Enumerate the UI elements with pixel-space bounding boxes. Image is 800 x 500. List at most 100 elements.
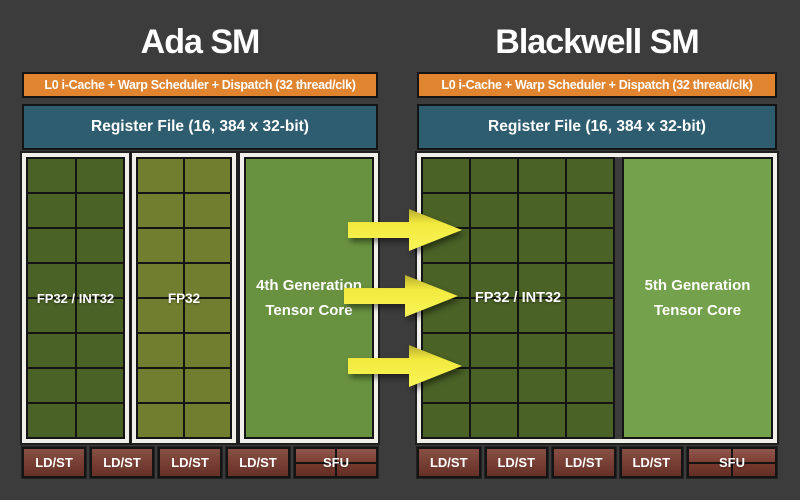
sfu-unit-blackwell: SFU bbox=[687, 447, 777, 478]
core-cell bbox=[28, 334, 75, 367]
core-cell bbox=[471, 159, 517, 192]
core-cell bbox=[567, 229, 613, 262]
core-cell bbox=[519, 264, 565, 297]
core-cell bbox=[28, 229, 75, 262]
core-cell bbox=[567, 264, 613, 297]
register-file-label-ada: Register File (16, 384 x 32-bit) bbox=[91, 118, 309, 135]
core-cell bbox=[185, 404, 230, 437]
core-cell bbox=[519, 299, 565, 332]
core-cell bbox=[519, 334, 565, 367]
fp32-core-grid-ada bbox=[138, 159, 230, 437]
panel-title-blackwell: Blackwell SM bbox=[495, 23, 699, 61]
core-cell bbox=[28, 369, 75, 402]
l0-cache-warp-scheduler-bar-blackwell: L0 i-Cache + Warp Scheduler + Dispatch (… bbox=[417, 72, 777, 98]
tensor-core-label-ada: Tensor Core bbox=[265, 302, 353, 319]
core-cell bbox=[138, 369, 183, 402]
core-cell bbox=[519, 369, 565, 402]
fp32-int32-core-block-ada: FP32 / INT32 bbox=[22, 153, 129, 443]
core-cell bbox=[471, 299, 517, 332]
l0-cache-warp-scheduler-bar-ada: L0 i-Cache + Warp Scheduler + Dispatch (… bbox=[22, 72, 378, 98]
fp32-int32-core-grid-wrap-blackwell: FP32 / INT32 bbox=[421, 157, 615, 439]
right-arrow-icon bbox=[348, 209, 462, 251]
core-cell bbox=[519, 404, 565, 437]
tensor-core-label-blackwell: Tensor Core bbox=[653, 302, 742, 319]
fp32-int32-core-grid-wrap-ada: FP32 / INT32 bbox=[26, 157, 125, 439]
ldst-unit: LD/ST bbox=[158, 447, 222, 478]
core-cell bbox=[185, 194, 230, 227]
core-cell bbox=[76, 194, 123, 227]
sfu-cell bbox=[296, 449, 335, 462]
sfu-cell bbox=[733, 449, 775, 462]
core-cell bbox=[28, 194, 75, 227]
core-cell bbox=[185, 159, 230, 192]
core-cell bbox=[471, 404, 517, 437]
core-cell bbox=[28, 159, 75, 192]
panel-blackwell-sm: Blackwell SM L0 i-Cache + Warp Scheduler… bbox=[417, 0, 777, 500]
core-cell bbox=[76, 299, 123, 332]
core-cell bbox=[471, 369, 517, 402]
register-file-bar-blackwell: Register File (16, 384 x 32-bit) bbox=[417, 104, 777, 150]
core-cell bbox=[423, 159, 469, 192]
l0-cache-warp-scheduler-label-blackwell: L0 i-Cache + Warp Scheduler + Dispatch (… bbox=[441, 78, 753, 92]
ldst-unit: LD/ST bbox=[22, 447, 86, 478]
fp32-core-grid-wrap-ada: FP32 bbox=[136, 157, 232, 439]
register-file-bar-ada: Register File (16, 384 x 32-bit) bbox=[22, 104, 378, 150]
core-cell bbox=[28, 299, 75, 332]
core-cell bbox=[567, 334, 613, 367]
fp32-core-block-ada: FP32 bbox=[132, 153, 236, 443]
sfu-unit-ada: SFU bbox=[294, 447, 378, 478]
ldst-unit: LD/ST bbox=[619, 447, 683, 478]
core-cell bbox=[471, 194, 517, 227]
core-cell bbox=[423, 404, 469, 437]
sfu-cell bbox=[689, 449, 731, 462]
core-container-inner-blackwell: FP32 / INT32 5th Generation Tensor Core bbox=[421, 157, 773, 439]
tensor-generation-label-ada: 4th Generation bbox=[256, 277, 362, 294]
core-cell bbox=[138, 229, 183, 262]
core-cell bbox=[76, 229, 123, 262]
ldst-unit: LD/ST bbox=[552, 447, 616, 478]
core-cell bbox=[28, 404, 75, 437]
ldst-row-blackwell: LD/ST LD/ST LD/ST LD/ST SFU bbox=[417, 447, 777, 478]
core-cell bbox=[138, 334, 183, 367]
core-cell bbox=[471, 264, 517, 297]
sfu-cell bbox=[337, 463, 376, 476]
sfu-cell bbox=[733, 463, 775, 476]
sfu-cell bbox=[689, 463, 731, 476]
panel-ada-sm: Ada SM L0 i-Cache + Warp Scheduler + Dis… bbox=[22, 0, 378, 500]
core-cell bbox=[519, 229, 565, 262]
core-cell bbox=[138, 194, 183, 227]
right-arrow-icon bbox=[344, 275, 458, 317]
right-arrow-icon bbox=[348, 345, 462, 387]
tensor-generation-label-blackwell: 5th Generation bbox=[644, 277, 751, 294]
fp32-int32-core-grid-ada bbox=[28, 159, 123, 437]
core-cell bbox=[76, 334, 123, 367]
core-container-blackwell: FP32 / INT32 5th Generation Tensor Core bbox=[417, 153, 777, 443]
core-cell bbox=[138, 404, 183, 437]
core-cell bbox=[471, 229, 517, 262]
upgrade-arrows bbox=[344, 209, 462, 387]
ldst-unit: LD/ST bbox=[417, 447, 481, 478]
core-cell bbox=[185, 334, 230, 367]
tensor-core-blackwell: 5th Generation Tensor Core bbox=[622, 157, 773, 439]
fp32-int32-core-grid-blackwell bbox=[423, 159, 613, 437]
ldst-unit: LD/ST bbox=[226, 447, 290, 478]
core-cell bbox=[185, 264, 230, 297]
panel-title-ada: Ada SM bbox=[140, 23, 261, 61]
core-cell bbox=[76, 369, 123, 402]
core-cell bbox=[185, 299, 230, 332]
ldst-unit: LD/ST bbox=[90, 447, 154, 478]
core-cell bbox=[76, 264, 123, 297]
core-cell bbox=[471, 334, 517, 367]
core-cell bbox=[138, 264, 183, 297]
sfu-grid-ada bbox=[296, 449, 376, 476]
register-file-label-blackwell: Register File (16, 384 x 32-bit) bbox=[488, 118, 706, 135]
tensor-core-block-ada: 4th Generation Tensor Core bbox=[240, 153, 378, 443]
core-cell bbox=[76, 404, 123, 437]
ldst-row-ada: LD/ST LD/ST LD/ST LD/ST SFU bbox=[22, 447, 378, 478]
ldst-unit: LD/ST bbox=[484, 447, 548, 478]
core-cell bbox=[519, 159, 565, 192]
sfu-cell bbox=[337, 449, 376, 462]
sfu-grid-blackwell bbox=[689, 449, 775, 476]
core-cell bbox=[519, 194, 565, 227]
core-cell bbox=[138, 299, 183, 332]
